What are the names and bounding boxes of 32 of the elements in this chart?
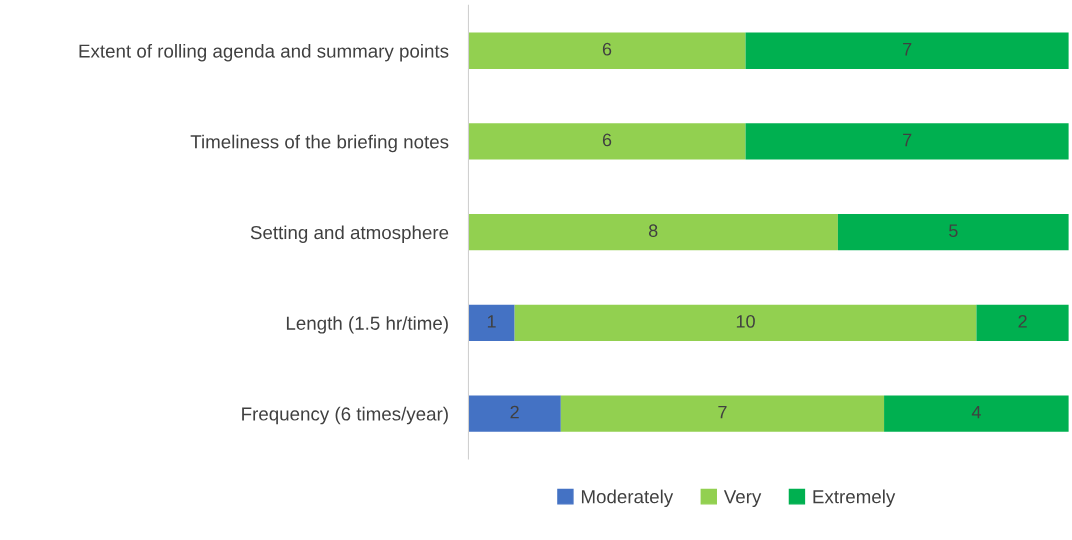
data-label: 2 (510, 405, 519, 419)
y-tick-label: Setting and atmosphere (250, 225, 449, 243)
data-label: 1 (487, 315, 496, 328)
bar (468, 304, 515, 342)
bar (745, 32, 1069, 69)
legend-label: Extremely (813, 489, 896, 508)
bar (468, 395, 561, 432)
data-label: 7 (903, 43, 912, 56)
data-label: 7 (718, 405, 727, 419)
y-tick-label: Length (1.5 hr/time) (286, 316, 448, 334)
data-label: 7 (903, 133, 912, 147)
bar (468, 214, 838, 251)
data-label: 6 (602, 133, 612, 147)
bar (560, 395, 885, 432)
y-tick-label: Extent of rolling agenda and summary points (79, 43, 449, 62)
legend-label: Moderately (581, 489, 674, 508)
bar (884, 395, 1069, 432)
bar (976, 304, 1069, 342)
bar (514, 304, 977, 342)
y-tick-label: Frequency (6 times/year) (242, 406, 448, 425)
bar (468, 32, 746, 69)
data-label: 4 (971, 405, 981, 419)
bar (745, 123, 1069, 160)
bar (837, 214, 1069, 251)
data-label: 10 (736, 314, 755, 328)
data-label: 5 (949, 224, 958, 238)
y-tick-label: Timeliness of the briefing notes (190, 134, 449, 153)
data-label: 2 (1018, 314, 1027, 328)
data-label: 6 (602, 42, 612, 56)
bar (468, 123, 746, 160)
legend-label: Very (723, 490, 762, 508)
data-label: 8 (648, 224, 658, 238)
